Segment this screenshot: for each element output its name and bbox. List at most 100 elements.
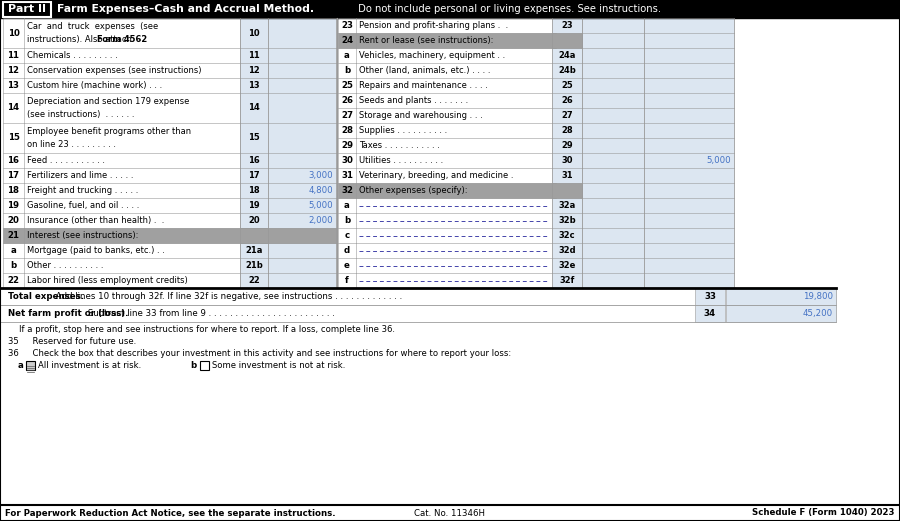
Bar	[0, 288, 836, 305]
Text: Other expenses (specify):: Other expenses (specify):	[359, 186, 467, 195]
Text: (see instructions)  . . . . . .: (see instructions) . . . . . .	[27, 110, 134, 119]
Text: Freight and trucking . . . . .: Freight and trucking . . . . .	[27, 186, 139, 195]
Text: b: b	[190, 361, 196, 369]
Text: 25: 25	[341, 81, 353, 90]
Text: 21a: 21a	[246, 246, 263, 255]
Text: Conservation expenses (see instructions): Conservation expenses (see instructions)	[27, 66, 202, 75]
Text: 18: 18	[7, 186, 20, 195]
Bar	[695, 305, 725, 322]
Text: Mortgage (paid to banks, etc.) . .: Mortgage (paid to banks, etc.) . .	[27, 246, 165, 255]
Text: 31: 31	[562, 171, 572, 180]
Text: Taxes . . . . . . . . . . .: Taxes . . . . . . . . . . .	[359, 141, 440, 150]
Text: Some investment is not at risk.: Some investment is not at risk.	[212, 361, 346, 369]
Text: Form 4562: Form 4562	[97, 35, 148, 44]
Text: 36     Check the box that describes your investment in this activity and see ins: 36 Check the box that describes your inv…	[8, 349, 511, 357]
Text: Depreciation and section 179 expense: Depreciation and section 179 expense	[27, 96, 189, 106]
Bar	[0, 305, 836, 322]
Text: Veterinary, breeding, and medicine .: Veterinary, breeding, and medicine .	[359, 171, 514, 180]
Text: 5,000: 5,000	[706, 156, 731, 165]
Text: Add lines 10 through 32f. If line 32f is negative, see instructions . . . . . . : Add lines 10 through 32f. If line 32f is…	[52, 292, 402, 301]
Text: instructions). Also attach: instructions). Also attach	[27, 35, 134, 44]
Text: 32e: 32e	[558, 261, 576, 270]
Text: For Paperwork Reduction Act Notice, see the separate instructions.: For Paperwork Reduction Act Notice, see …	[5, 508, 336, 517]
Text: 24: 24	[341, 36, 353, 45]
Text: 33: 33	[704, 292, 716, 301]
Text: 23: 23	[562, 21, 572, 30]
Bar	[582, 18, 644, 288]
Text: 23: 23	[341, 21, 353, 30]
Bar	[726, 305, 836, 322]
Text: 17: 17	[248, 171, 260, 180]
Text: 19,800: 19,800	[803, 292, 833, 301]
Text: 12: 12	[248, 66, 260, 75]
Text: Subtract line 33 from line 9 . . . . . . . . . . . . . . . . . . . . . . . .: Subtract line 33 from line 9 . . . . . .…	[86, 309, 336, 318]
Text: b: b	[11, 261, 16, 270]
Text: 16: 16	[248, 156, 260, 165]
Text: e: e	[344, 261, 350, 270]
Text: 24b: 24b	[558, 66, 576, 75]
Text: f: f	[345, 276, 349, 285]
Text: 30: 30	[341, 156, 353, 165]
Text: 32: 32	[341, 186, 353, 195]
Text: 4,800: 4,800	[309, 186, 333, 195]
Bar	[644, 18, 734, 288]
Text: All investment is at risk.: All investment is at risk.	[38, 361, 141, 369]
Text: 27: 27	[562, 111, 572, 120]
Text: Vehicles, machinery, equipment . .: Vehicles, machinery, equipment . .	[359, 51, 505, 60]
Text: 12: 12	[7, 66, 20, 75]
Bar	[338, 18, 556, 288]
Text: 21b: 21b	[245, 261, 263, 270]
Text: 32d: 32d	[558, 246, 576, 255]
Text: 32f: 32f	[559, 276, 575, 285]
Text: 20: 20	[248, 216, 260, 225]
Text: 30: 30	[562, 156, 572, 165]
Bar	[268, 18, 336, 288]
Text: 24a: 24a	[558, 51, 576, 60]
Bar	[26, 361, 35, 370]
Text: 45,200: 45,200	[803, 309, 833, 318]
Text: 17: 17	[7, 171, 20, 180]
Text: Other . . . . . . . . . .: Other . . . . . . . . . .	[27, 261, 104, 270]
Text: 19: 19	[248, 201, 260, 210]
Text: 13: 13	[248, 81, 260, 90]
Text: Labor hired (less employment credits): Labor hired (less employment credits)	[27, 276, 188, 285]
Text: Interest (see instructions):: Interest (see instructions):	[27, 231, 139, 240]
Text: 34: 34	[704, 309, 716, 318]
Text: 26: 26	[341, 96, 353, 105]
Text: 10: 10	[248, 29, 260, 38]
Text: 14: 14	[248, 104, 260, 113]
Text: 21: 21	[7, 231, 20, 240]
Text: Cat. No. 11346H: Cat. No. 11346H	[415, 508, 485, 517]
Text: 29: 29	[341, 141, 353, 150]
Text: 2,000: 2,000	[309, 216, 333, 225]
Text: b: b	[344, 66, 350, 75]
Text: Car  and  truck  expenses  (see: Car and truck expenses (see	[27, 21, 158, 31]
Text: a: a	[344, 51, 350, 60]
Bar	[200, 361, 209, 370]
Text: 20: 20	[7, 216, 20, 225]
Text: a: a	[11, 246, 16, 255]
Text: Custom hire (machine work) . . .: Custom hire (machine work) . . .	[27, 81, 162, 90]
Text: d: d	[344, 246, 350, 255]
Text: 32a: 32a	[558, 201, 576, 210]
Text: Storage and warehousing . . .: Storage and warehousing . . .	[359, 111, 482, 120]
Text: Fertilizers and lime . . . . .: Fertilizers and lime . . . . .	[27, 171, 133, 180]
Text: 18: 18	[248, 186, 260, 195]
Text: 28: 28	[341, 126, 353, 135]
Bar	[338, 33, 556, 48]
Text: 35     Reserved for future use.: 35 Reserved for future use.	[8, 337, 136, 345]
Text: 15: 15	[248, 133, 260, 143]
Text: Feed . . . . . . . . . . .: Feed . . . . . . . . . . .	[27, 156, 105, 165]
Text: 15: 15	[7, 133, 20, 143]
Text: Do not include personal or living expenses. See instructions.: Do not include personal or living expens…	[355, 4, 662, 14]
Text: Insurance (other than health) .  .: Insurance (other than health) . .	[27, 216, 165, 225]
Text: Repairs and maintenance . . . .: Repairs and maintenance . . . .	[359, 81, 488, 90]
Text: 16: 16	[7, 156, 20, 165]
Text: Pension and profit-sharing plans .  .: Pension and profit-sharing plans . .	[359, 21, 508, 30]
Text: 22: 22	[248, 276, 260, 285]
Text: 31: 31	[341, 171, 353, 180]
Text: Rent or lease (see instructions):: Rent or lease (see instructions):	[359, 36, 493, 45]
Bar	[552, 33, 582, 48]
Text: Gasoline, fuel, and oil . . . .: Gasoline, fuel, and oil . . . .	[27, 201, 140, 210]
Text: 11: 11	[7, 51, 20, 60]
